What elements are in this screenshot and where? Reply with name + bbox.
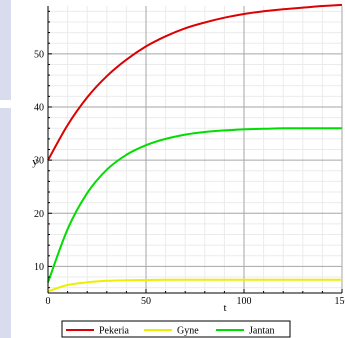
x-tick-label: 50 [141, 296, 151, 307]
legend-label-0: Pekeria [99, 326, 130, 337]
grid-layer [48, 6, 343, 293]
x-axis-label: t [223, 302, 226, 314]
y-tick-label: 30 [34, 156, 44, 167]
y-tick-label: 20 [34, 209, 44, 220]
x-tick-label: 0 [46, 296, 51, 307]
legend-box [61, 320, 291, 338]
side-panel-strip-top [0, 0, 11, 100]
legend: Pekeria Gyne Jantan [61, 320, 291, 338]
side-panel-strip-bottom [0, 108, 11, 338]
series-line-1 [47, 278, 342, 293]
tick-layer: 0 50 100 150 10 20 30 40 50 [34, 10, 345, 307]
y-tick-label: 10 [34, 262, 44, 273]
y-axis-label: y [32, 156, 38, 168]
legend-label-1: Gyne [177, 326, 199, 337]
side-panel-gap [0, 100, 11, 108]
y-tick-label: 50 [34, 49, 44, 60]
series-line-0 [47, 3, 343, 161]
y-tick-label: 40 [34, 102, 44, 113]
legend-label-2: Jantan [249, 326, 275, 337]
series-layer [47, 3, 343, 293]
series-line-2 [47, 127, 342, 283]
x-tick-label: 150 [335, 296, 345, 307]
x-tick-label: 100 [237, 296, 252, 307]
